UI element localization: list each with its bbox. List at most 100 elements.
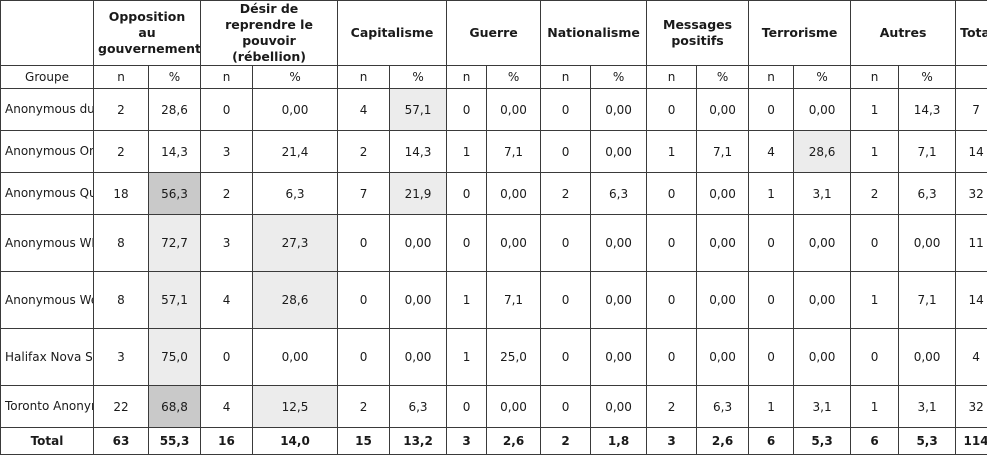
cell-percent: 0,00	[793, 214, 852, 272]
cell-percent: 7,1	[898, 271, 957, 329]
cell-count: 0	[540, 214, 592, 272]
total-percent: 2,6	[486, 427, 542, 455]
cell-percent: 57,1	[389, 88, 448, 131]
cell-count: 3	[200, 130, 254, 173]
cell-count: 18	[93, 172, 149, 215]
cell-count: 0	[748, 88, 795, 131]
row-total: 32	[955, 172, 987, 215]
cell-percent: 0,00	[389, 214, 448, 272]
cell-percent: 3,1	[793, 172, 852, 215]
cell-count: 1	[850, 385, 900, 428]
cell-percent: 28,6	[793, 130, 852, 173]
cell-count: 1	[646, 130, 698, 173]
subheader-row: Groupe n% n% n% n% n% n% n% n%	[0, 65, 987, 89]
table-row: Halifax Nova Scotia Anonymous375,000,000…	[0, 328, 987, 386]
subheader-total-blank	[955, 65, 987, 89]
total-label: Total	[0, 427, 94, 455]
cell-count: 4	[337, 88, 391, 131]
subheader-n: n	[337, 65, 391, 89]
subheader-pct: %	[147, 65, 202, 89]
cell-count: 1	[850, 88, 900, 131]
col-header-nationalisme: Nationalisme	[540, 0, 648, 66]
row-group-name: Anonymous WEST COAST Canada	[0, 214, 94, 272]
cell-percent: 0,00	[696, 214, 750, 272]
subheader-pct: %	[389, 65, 448, 89]
cell-count: 0	[748, 214, 795, 272]
header-row: Opposition au gouvernement Désir de repr…	[0, 0, 987, 66]
cell-percent: 21,4	[252, 130, 339, 173]
table-row: Anonymous West-Coast Canada857,1428,600,…	[0, 271, 987, 329]
group-label: Groupe	[0, 65, 94, 89]
row-total: 14	[955, 271, 987, 329]
cell-percent: 72,7	[147, 214, 202, 272]
cell-count: 0	[748, 328, 795, 386]
cell-percent: 0,00	[590, 88, 648, 131]
cell-percent: 3,1	[898, 385, 957, 428]
cell-percent: 0,00	[486, 385, 542, 428]
cell-count: 0	[540, 385, 592, 428]
cell-percent: 7,1	[898, 130, 957, 173]
cell-count: 0	[540, 88, 592, 131]
subheader-pct: %	[486, 65, 542, 89]
cell-count: 0	[646, 328, 698, 386]
cell-percent: 0,00	[590, 328, 648, 386]
cell-count: 2	[337, 130, 391, 173]
subheader-pct: %	[793, 65, 852, 89]
cell-count: 0	[446, 88, 488, 131]
subheader-pct: %	[590, 65, 648, 89]
cell-percent: 0,00	[898, 328, 957, 386]
row-total: 4	[955, 328, 987, 386]
cell-percent: 28,6	[147, 88, 202, 131]
cell-percent: 0,00	[590, 385, 648, 428]
cell-percent: 0,00	[793, 271, 852, 329]
cell-percent: 0,00	[696, 88, 750, 131]
cell-percent: 6,3	[898, 172, 957, 215]
row-total: 14	[955, 130, 987, 173]
row-group-name: Toronto Anonymous	[0, 385, 94, 428]
cell-percent: 6,3	[696, 385, 750, 428]
total-count: 15	[337, 427, 391, 455]
cell-count: 0	[446, 214, 488, 272]
cell-percent: 57,1	[147, 271, 202, 329]
subheader-n: n	[200, 65, 254, 89]
results-table: Opposition au gouvernement Désir de repr…	[0, 0, 987, 455]
total-row: Total 63 55,3 16 14,0 15 13,2 3 2,6 2 1,8 3 2,6 6 5,3 6…	[0, 427, 987, 455]
subheader-n: n	[850, 65, 900, 89]
cell-percent: 7,1	[486, 130, 542, 173]
total-percent: 2,6	[696, 427, 750, 455]
col-header-rebellion: Désir de reprendre le pouvoir (rébellion…	[200, 0, 339, 66]
cell-count: 2	[540, 172, 592, 215]
cell-count: 0	[200, 88, 254, 131]
total-count: 6	[748, 427, 795, 455]
cell-count: 4	[748, 130, 795, 173]
subheader-pct: %	[898, 65, 957, 89]
cell-count: 2	[337, 385, 391, 428]
total-count: 2	[540, 427, 592, 455]
subheader-n: n	[646, 65, 698, 89]
cell-percent: 0,00	[389, 271, 448, 329]
cell-percent: 0,00	[696, 271, 750, 329]
total-percent: 5,3	[793, 427, 852, 455]
row-total: 7	[955, 88, 987, 131]
row-total: 32	[955, 385, 987, 428]
cell-count: 7	[337, 172, 391, 215]
col-header-capitalisme: Capitalisme	[337, 0, 448, 66]
total-percent: 1,8	[590, 427, 648, 455]
subheader-pct: %	[696, 65, 750, 89]
row-group-name: Anonymous West-Coast Canada	[0, 271, 94, 329]
subheader-n: n	[540, 65, 592, 89]
total-count: 3	[646, 427, 698, 455]
cell-count: 0	[646, 271, 698, 329]
cell-percent: 6,3	[252, 172, 339, 215]
cell-count: 0	[850, 214, 900, 272]
table-row: Anonymous WEST COAST Canada872,7327,300,…	[0, 214, 987, 272]
row-total: 11	[955, 214, 987, 272]
cell-count: 0	[446, 172, 488, 215]
row-group-name: Anonymous Québec	[0, 172, 94, 215]
cell-percent: 6,3	[389, 385, 448, 428]
cell-percent: 75,0	[147, 328, 202, 386]
table-row: Anonymous du Québec228,600,00457,100,000…	[0, 88, 987, 131]
row-group-name: Anonymous du Québec	[0, 88, 94, 131]
cell-count: 0	[337, 328, 391, 386]
cell-count: 4	[200, 271, 254, 329]
